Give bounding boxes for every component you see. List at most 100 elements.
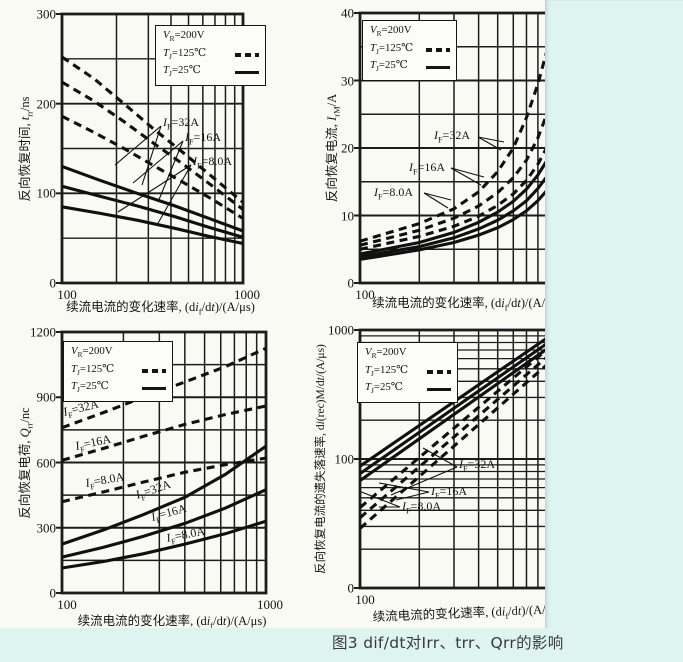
label-leader-line	[450, 167, 485, 178]
curve-direc-tj-25c-if-8-0a	[359, 340, 558, 482]
label-leader-line	[141, 125, 162, 186]
y-tick-label: 0	[347, 580, 355, 596]
legend-swatch-dashed	[427, 370, 451, 374]
legend-item: TJ=125℃	[163, 47, 259, 64]
curve-qrr-tj-25c-if-32a	[61, 444, 267, 546]
label-leader-line	[156, 164, 192, 226]
legend-item: TJ=125℃	[71, 363, 166, 380]
y-tick-label: 40	[341, 5, 354, 21]
y-tick-label: 1200	[30, 324, 56, 340]
x-axis-title: 续流电流的变化速率, (dif/dt)/(A/μs)	[66, 300, 255, 317]
y-tick-label: 200	[36, 96, 57, 112]
y-tick-label: 300	[36, 520, 57, 536]
legend-item-label: TJ=25℃	[365, 381, 403, 396]
curve-qrr-tj-125c-if-16a	[61, 404, 267, 462]
curve-irm-tj-125c-if-8-0a	[359, 123, 559, 251]
legend-item: VR=200V	[71, 345, 166, 362]
x-tick-label: 100	[355, 592, 375, 607]
label-leader-line	[477, 136, 502, 151]
y-axis-title: 反向恢复电荷, Qrr/nc	[17, 406, 35, 519]
y-tick-label: 0	[49, 585, 57, 601]
legend-item-label: TJ=25℃	[163, 64, 201, 79]
legend-swatch-dashed	[426, 48, 450, 52]
x-axis-title: 续流电流的变化速率, (dif/dt)/(A/μs)	[372, 296, 561, 313]
legend-item-label: TJ=25℃	[71, 380, 109, 395]
legend-box: VR=200V TJ=125℃ TJ=25℃	[362, 20, 457, 81]
chart-irm-panel: 4030201001001000续流电流的变化速率, (dif/dt)/(A/μ…	[300, 0, 580, 320]
caption-band: 图3 dif/dt对Irr、trr、Qrr的影响	[0, 628, 683, 662]
curve-trr-tj-25c-if-16a	[61, 184, 244, 239]
curve-trr-tj-25c-if-32a	[61, 164, 244, 233]
legend-box: VR=200V TJ=125℃ TJ=25℃	[357, 342, 458, 403]
y-tick-label: 30	[341, 73, 354, 88]
curve-trr-tj-125c-if-32a	[61, 55, 244, 204]
curve-direc-tj-25c-if-16a	[359, 335, 558, 475]
legend-item-label: VR=200V	[370, 24, 412, 39]
label-leader-line	[390, 466, 458, 496]
label-leader-line	[358, 490, 401, 508]
legend-item-label: VR=200V	[163, 29, 205, 44]
legend-item: TJ=25℃	[163, 64, 259, 81]
legend-item: TJ=25℃	[370, 59, 450, 76]
legend-swatch-solid	[142, 386, 166, 391]
plot-border	[60, 330, 268, 595]
x-tick-label: 1000	[234, 287, 260, 302]
curve-irm-tj-125c-if-16a	[359, 80, 559, 247]
x-tick-label: 100	[57, 287, 77, 302]
chart-trr-panel: 300 200 100 0 100 1000 续流电流的变化速率, (dif/dt)/(A/…	[0, 0, 326, 320]
label-leader-line	[423, 192, 452, 201]
curve-trr-tj-25c-if-8-0a	[61, 205, 244, 246]
legend-item: VR=200V	[370, 24, 450, 41]
label-leader-line	[477, 136, 505, 143]
legend-item-label: VR=200V	[365, 346, 407, 361]
irm-plot-svg	[354, 11, 559, 285]
x-tick-label: 100	[355, 287, 375, 302]
y-tick-label: 1000	[328, 322, 354, 338]
label-leader-line	[378, 482, 430, 493]
curve-label: IF=16A	[409, 160, 445, 177]
y-axis-title: 反向恢复电流的遗失落速率, di(rec)M/dt/(A/μs)	[315, 344, 327, 574]
page-crop-right-strip	[545, 0, 683, 662]
curve-label: IF=32A	[163, 115, 199, 132]
legend-box: VR=200V TJ=125℃ TJ=25℃	[155, 25, 266, 86]
legend-item-label: VR=200V	[71, 345, 113, 360]
legend-item-label: TJ=25℃	[370, 59, 408, 74]
chart-qrr-panel: 1200 900 600 300 0 100 1000 续流电流的变化速率, (dif/dt)…	[0, 320, 326, 650]
label-leader-line	[117, 164, 192, 213]
plot-border	[60, 12, 245, 285]
curve-label: IF=32A	[434, 128, 470, 145]
curve-qrr-tj-25c-if-8-0a	[61, 519, 267, 570]
chart-direcm-panel: 100010001001000续流电流的变化速率, (dif/dt)/(A/μs…	[300, 320, 580, 650]
curve-label: IF=8.0A	[402, 499, 441, 516]
legend-box: VR=200V TJ=125℃ TJ=25℃	[63, 341, 173, 402]
legend-swatch-solid	[235, 70, 259, 75]
legend-item-label: TJ=125℃	[163, 46, 207, 61]
figure-caption: 图3 dif/dt对Irr、trr、Qrr的影响	[332, 634, 564, 652]
curve-label: IF=16A	[431, 484, 467, 501]
curve-irm-tj-125c-if-32a	[359, 19, 559, 243]
curve-label: IF=16A	[185, 130, 221, 147]
legend-item: VR=200V	[365, 346, 451, 363]
x-tick-label: 1000	[257, 597, 283, 612]
curve-trr-tj-125c-if-16a	[61, 80, 244, 211]
y-tick-label: 100	[36, 185, 57, 201]
curve-direc-tj-125c-if-16a	[358, 347, 559, 519]
legend-swatch-dashed	[235, 53, 259, 57]
y-tick-label: 20	[341, 140, 354, 156]
curve-irm-tj-25c-if-8-0a	[359, 175, 559, 261]
x-tick-label: 100	[57, 597, 77, 612]
label-leader-line	[423, 192, 449, 209]
legend-swatch-solid	[426, 65, 450, 70]
x-axis-title: 续流电流的变化速率, (dif/dt)/(A/μs)	[77, 614, 267, 631]
y-tick-label: 0	[49, 275, 57, 291]
y-axis-title: 反向恢复时间, trr/ns	[17, 95, 35, 202]
y-axis-title: 反向恢复电流, IrM/A	[324, 93, 342, 203]
curve-direc-tj-125c-if-8-0a	[358, 354, 559, 530]
legend-item: TJ=125℃	[365, 364, 451, 381]
legend-item-label: TJ=125℃	[365, 363, 409, 378]
label-leader-line	[395, 491, 430, 501]
legend-swatch-dashed	[142, 369, 166, 373]
label-leader-line	[422, 447, 458, 468]
legend-item: TJ=25℃	[365, 381, 451, 398]
